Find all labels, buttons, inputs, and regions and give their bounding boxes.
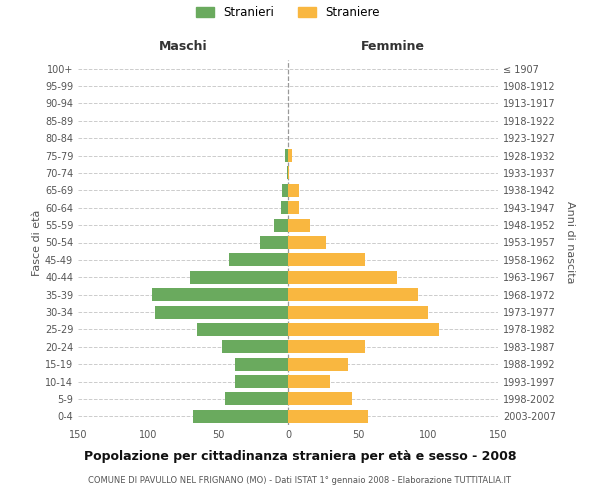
Bar	[283, 184, 288, 197]
Bar	[225, 392, 288, 406]
Bar	[155, 306, 288, 318]
Bar	[288, 288, 418, 301]
Y-axis label: Fasce di età: Fasce di età	[32, 210, 42, 276]
Bar	[229, 254, 288, 266]
Bar	[260, 236, 288, 249]
Bar	[285, 149, 288, 162]
Text: Femmine: Femmine	[361, 40, 425, 52]
Bar	[287, 166, 288, 179]
Bar	[288, 201, 299, 214]
Bar	[235, 358, 288, 370]
Text: COMUNE DI PAVULLO NEL FRIGNANO (MO) - Dati ISTAT 1° gennaio 2008 - Elaborazione : COMUNE DI PAVULLO NEL FRIGNANO (MO) - Da…	[89, 476, 511, 485]
Text: Maschi: Maschi	[158, 40, 208, 52]
Legend: Stranieri, Straniere: Stranieri, Straniere	[191, 1, 385, 24]
Bar	[193, 410, 288, 423]
Bar	[288, 340, 365, 353]
Bar	[288, 323, 439, 336]
Bar	[288, 392, 352, 406]
Bar	[288, 410, 368, 423]
Bar	[288, 149, 292, 162]
Bar	[288, 270, 397, 284]
Bar	[288, 184, 299, 197]
Bar	[288, 254, 365, 266]
Bar	[274, 218, 288, 232]
Bar	[288, 375, 330, 388]
Bar	[235, 375, 288, 388]
Bar	[288, 218, 310, 232]
Text: Popolazione per cittadinanza straniera per età e sesso - 2008: Popolazione per cittadinanza straniera p…	[84, 450, 516, 463]
Bar	[281, 201, 288, 214]
Y-axis label: Anni di nascita: Anni di nascita	[565, 201, 575, 284]
Bar	[288, 166, 289, 179]
Bar	[222, 340, 288, 353]
Bar	[190, 270, 288, 284]
Bar	[152, 288, 288, 301]
Bar	[288, 306, 428, 318]
Bar	[288, 358, 348, 370]
Bar	[288, 236, 326, 249]
Bar	[197, 323, 288, 336]
